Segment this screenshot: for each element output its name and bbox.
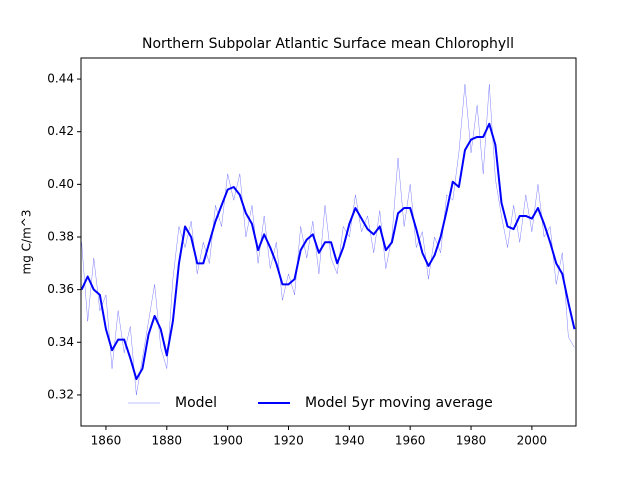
plot-frame bbox=[80, 57, 577, 427]
x-tick-label: 1900 bbox=[212, 434, 243, 448]
x-tick-label: 1980 bbox=[456, 434, 487, 448]
x-tick-label: 1920 bbox=[273, 434, 304, 448]
legend-label: Model bbox=[175, 395, 217, 411]
chart-title: Northern Subpolar Atlantic Surface mean … bbox=[142, 36, 514, 52]
y-tick-label: 0.38 bbox=[47, 229, 74, 243]
y-tick-label: 0.42 bbox=[47, 124, 74, 138]
x-tick-label: 1940 bbox=[334, 434, 365, 448]
y-tick-label: 0.44 bbox=[47, 72, 74, 86]
y-tick-label: 0.32 bbox=[47, 387, 74, 401]
x-tick-label: 2000 bbox=[517, 434, 548, 448]
y-tick-label: 0.36 bbox=[47, 282, 74, 296]
legend-label: Model 5yr moving average bbox=[305, 395, 493, 411]
data-line bbox=[81, 122, 576, 381]
y-tick-label: 0.40 bbox=[47, 177, 74, 191]
x-tick-label: 1860 bbox=[91, 434, 122, 448]
x-tick-label: 1880 bbox=[152, 434, 183, 448]
y-axis-label: mg C/m^3 bbox=[20, 210, 34, 275]
x-tick-label: 1960 bbox=[395, 434, 426, 448]
y-tick-label: 0.34 bbox=[47, 335, 74, 349]
